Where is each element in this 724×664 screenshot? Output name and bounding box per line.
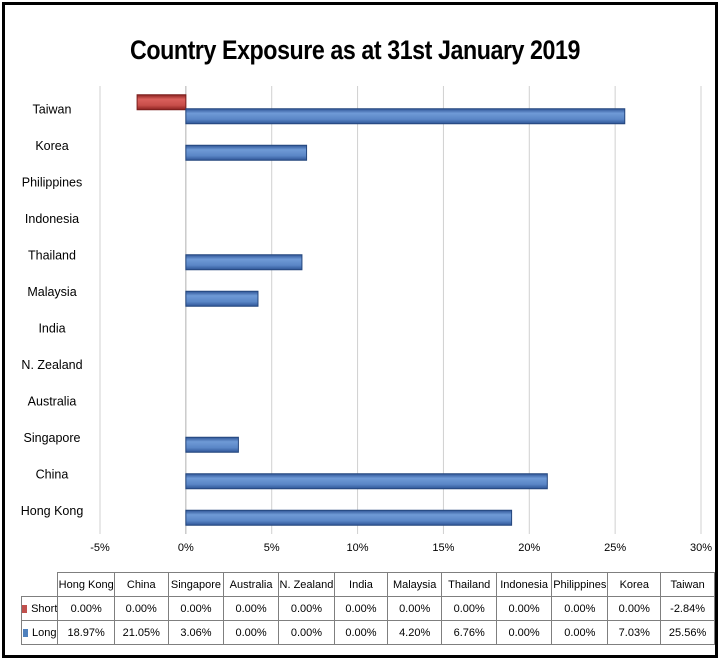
- x-tick-label: 5%: [264, 542, 280, 554]
- data-table-header-cell: Australia: [223, 572, 279, 597]
- data-table-cell: 0.00%: [167, 596, 225, 621]
- category-label: China: [36, 467, 69, 481]
- long-bar: [185, 108, 626, 125]
- data-table-header: Hong Kong China Singapore Australia N. Zeala…: [21, 572, 715, 597]
- data-table-cell: 0.00%: [57, 596, 115, 621]
- data-table-cell: 0.00%: [277, 596, 336, 621]
- data-table-cell: 7.03%: [607, 620, 662, 645]
- category-label: Malaysia: [27, 285, 76, 299]
- data-table-cell: 0.00%: [113, 596, 169, 621]
- data-table-cell: 0.00%: [334, 620, 388, 645]
- data-table: Hong Kong China Singapore Australia N. Zeala…: [20, 572, 715, 645]
- x-tick-label: -5%: [90, 542, 110, 554]
- category-label: Korea: [35, 139, 68, 153]
- short-bar: [136, 94, 187, 111]
- data-table-row: Short 0.00% 0.00% 0.00% 0.00% 0.00% 0.00% 0.00%…: [20, 596, 715, 621]
- category-label: Philippines: [22, 175, 82, 189]
- data-table-cell: 0.00%: [386, 596, 443, 621]
- long-bar: [185, 473, 548, 490]
- x-tick-label: 25%: [604, 542, 626, 554]
- data-table-header-cell: Korea: [607, 572, 662, 597]
- data-table-header-cell: Indonesia: [495, 572, 553, 597]
- data-table-cell: 25.56%: [660, 620, 715, 645]
- data-table-header-cell: Singapore: [167, 572, 225, 597]
- x-tick-label: 15%: [432, 542, 454, 554]
- chart-frame: Country Exposure as at 31st January 2019…: [2, 2, 718, 658]
- series-legend-cell: Short: [20, 596, 59, 621]
- long-bar: [185, 254, 303, 271]
- series-name: Long: [31, 626, 57, 639]
- data-table-header-cell: N. Zealand: [277, 572, 336, 597]
- data-table-row: Long 18.97% 21.05% 3.06% 0.00% 0.00% 0.00% 4.20…: [20, 620, 715, 645]
- data-table-header-cell: Thailand: [441, 572, 497, 597]
- category-label: N. Zealand: [21, 358, 82, 372]
- data-table-header-cell: Philippines: [551, 572, 609, 597]
- series-name: Short: [31, 602, 58, 615]
- series-legend-cell: Long: [20, 620, 59, 645]
- long-bar: [185, 436, 239, 453]
- category-label: Taiwan: [33, 102, 72, 116]
- data-table-cell: 6.76%: [441, 620, 497, 645]
- data-table-header-cell: China: [113, 572, 169, 597]
- data-table-cell: -2.84%: [660, 596, 715, 621]
- chart-plot: -5% 0% 5% 10% 15% 20% 25% 30% Hong Kong China Sing…: [21, 86, 712, 554]
- legend-swatch: [22, 628, 28, 637]
- long-bar: [185, 144, 308, 161]
- long-bar: [185, 509, 513, 526]
- data-table-cell: 0.00%: [551, 596, 609, 621]
- category-label: Hong Kong: [21, 504, 84, 518]
- category-label: Singapore: [24, 431, 81, 445]
- data-table-header-cell: Malaysia: [386, 572, 443, 597]
- data-table-cell: 18.97%: [57, 620, 115, 645]
- data-table-cell: 0.00%: [334, 596, 388, 621]
- x-tick-label: 10%: [347, 542, 369, 554]
- data-table-cell: 0.00%: [495, 596, 553, 621]
- data-table-cell: 0.00%: [277, 620, 336, 645]
- data-table-cell: 0.00%: [223, 596, 279, 621]
- data-table-cell: 0.00%: [223, 620, 279, 645]
- x-tick-label: 20%: [518, 542, 540, 554]
- data-table-cell: 0.00%: [551, 620, 609, 645]
- chart-title: Country Exposure as at 31st January 2019: [130, 35, 580, 65]
- category-label: India: [38, 321, 65, 335]
- category-label: Indonesia: [25, 212, 79, 226]
- data-table-cell: 4.20%: [386, 620, 443, 645]
- data-table-header-cell: Hong Kong: [57, 572, 115, 597]
- data-table-cell: 0.00%: [441, 596, 497, 621]
- data-table-cell: 3.06%: [167, 620, 225, 645]
- data-table-header-cell: India: [334, 572, 388, 597]
- data-table-cell: 0.00%: [607, 596, 662, 621]
- data-table-header-cell: Taiwan: [660, 572, 715, 597]
- category-label: Australia: [28, 394, 77, 408]
- category-label: Thailand: [28, 248, 76, 262]
- data-table-corner: [21, 572, 59, 597]
- x-tick-label: 30%: [690, 542, 712, 554]
- long-bar: [185, 290, 259, 307]
- data-table-cell: 21.05%: [113, 620, 169, 645]
- x-tick-label: 0%: [178, 542, 194, 554]
- data-table-cell: 0.00%: [495, 620, 553, 645]
- legend-swatch: [22, 604, 28, 613]
